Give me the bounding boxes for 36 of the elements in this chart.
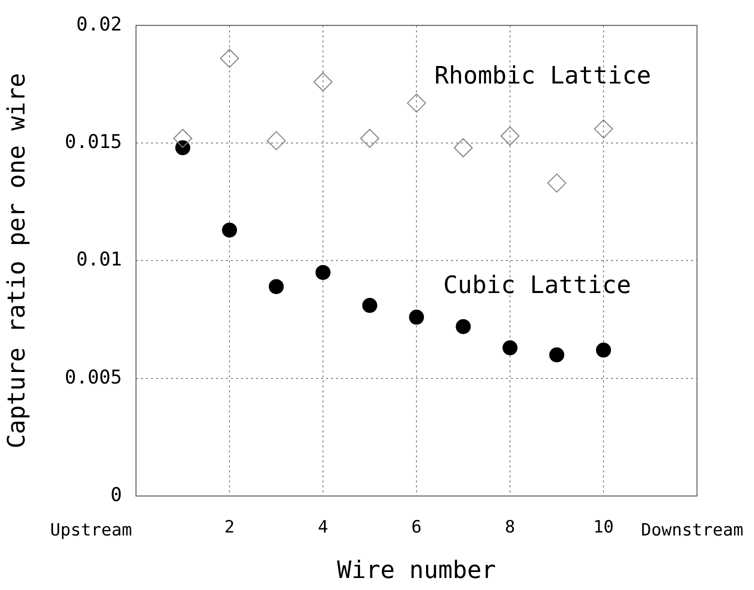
series-label: Cubic Lattice [443,270,632,299]
point [314,72,332,92]
y-tick-label: 0.005 [64,366,122,388]
y-axis-title: Capture ratio per one wire [2,72,31,449]
point [362,298,378,313]
point [596,342,611,358]
point [268,279,284,294]
point [454,138,473,158]
point [173,128,192,148]
point [266,131,286,150]
series-label: Rhombic Lattice [434,61,652,90]
y-tick-label: 0.015 [64,130,122,153]
point [456,319,471,334]
x-tick-label: 10 [593,518,614,538]
x-axis-title: Wire number [337,556,496,584]
point [549,347,564,362]
point [316,264,330,280]
point [360,128,380,148]
y-tick-label: 0.02 [76,13,122,36]
x-tick-label: 8 [504,518,516,538]
x-tick-label: 2 [224,518,235,538]
x-tick-label: 4 [318,518,328,538]
y-tick-label: 0 [110,484,122,506]
text: Upstream [50,520,132,540]
point [220,48,239,68]
point [500,126,520,146]
point [409,310,424,325]
point [594,119,613,138]
point [502,340,518,356]
text: Downstream [641,520,744,540]
point [407,94,426,113]
x-tick-label: 6 [411,518,422,538]
point [175,140,190,156]
y-tick-label: 0.01 [76,248,122,271]
point [547,174,566,193]
point [222,222,237,238]
